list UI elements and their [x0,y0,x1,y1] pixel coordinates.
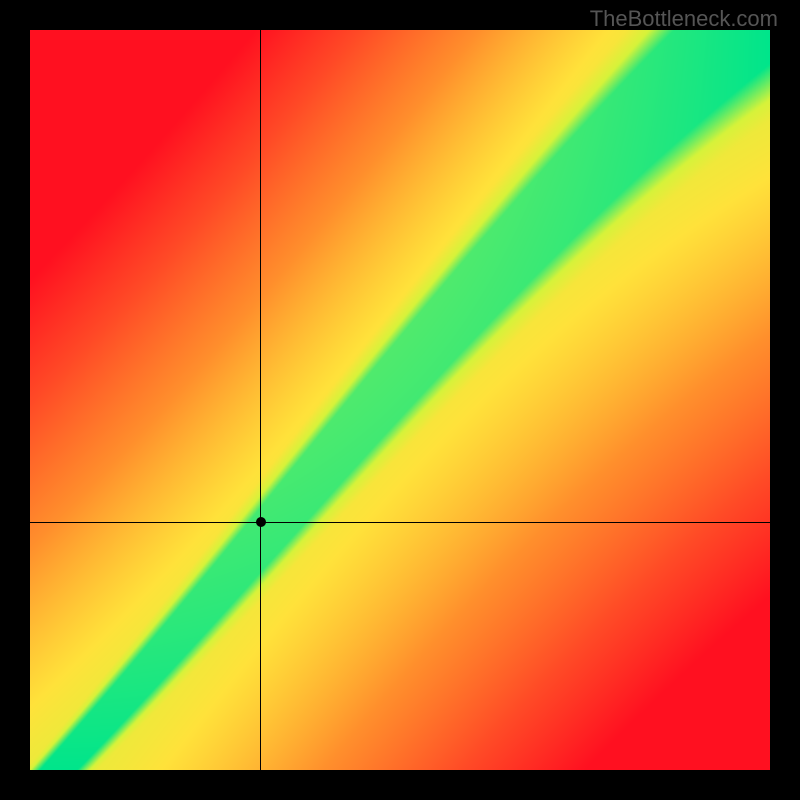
watermark-text: TheBottleneck.com [590,6,778,32]
crosshair-point [256,517,266,527]
crosshair-vertical [260,30,261,770]
heatmap-canvas [30,30,770,770]
crosshair-horizontal [30,522,770,523]
chart-container: TheBottleneck.com [0,0,800,800]
